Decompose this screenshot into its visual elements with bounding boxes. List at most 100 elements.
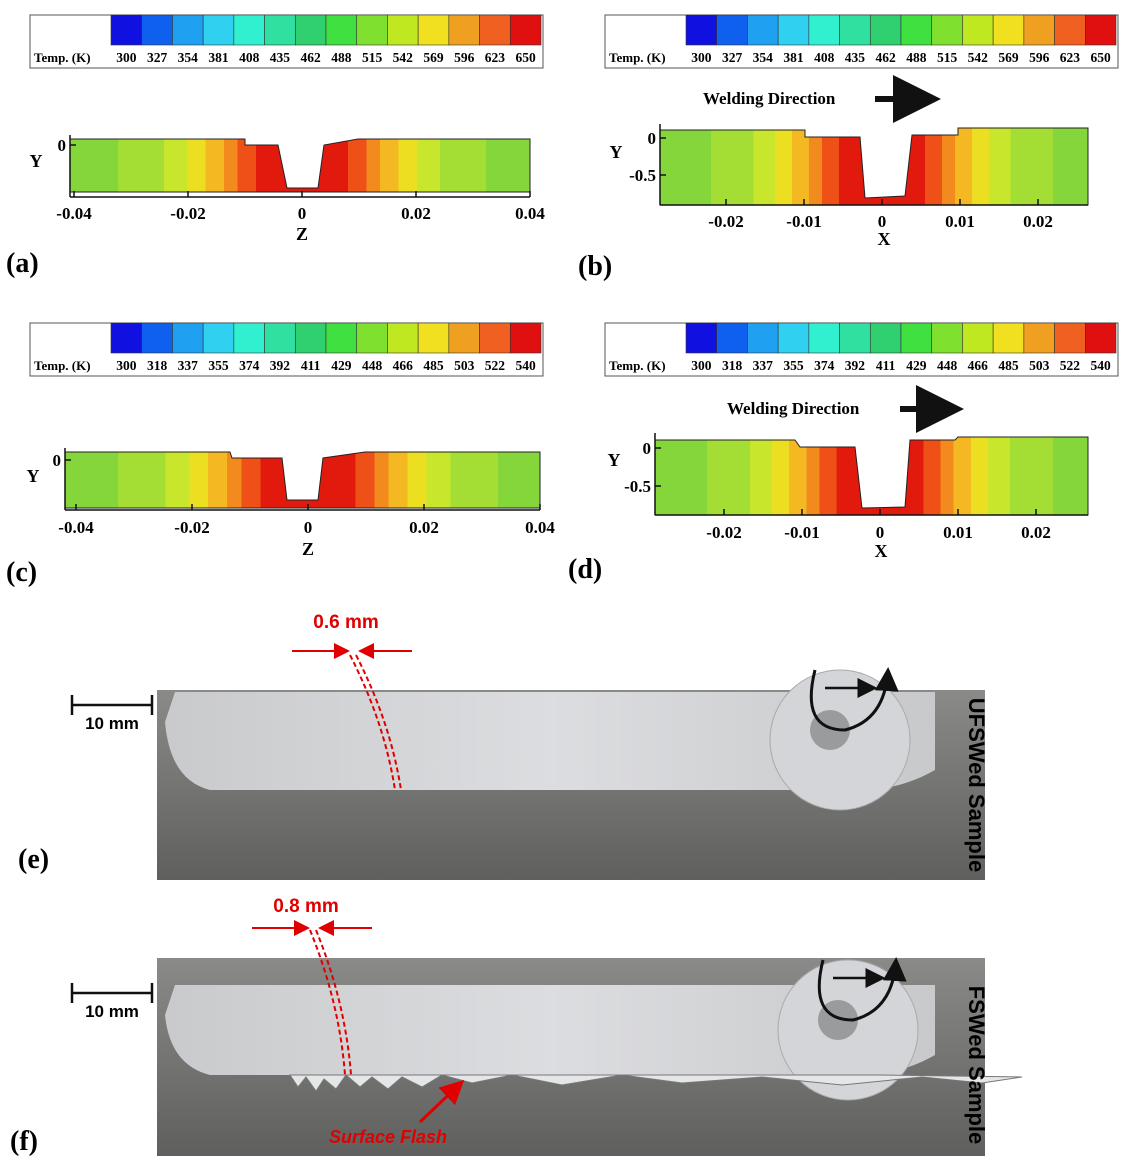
legend-tick-label: 448 (362, 358, 383, 373)
legend-tick-label: 408 (239, 50, 260, 65)
legend-tick-label: 411 (876, 358, 896, 373)
x-tick-label: 0.01 (943, 523, 973, 542)
x-tick-label: 0.02 (409, 518, 439, 537)
legend-tick-label: 355 (208, 358, 229, 373)
color-swatch (839, 322, 871, 354)
color-swatch (141, 322, 173, 354)
legend-tick-label: 435 (845, 50, 866, 65)
legend-tick-label: 485 (423, 358, 444, 373)
legend-tick-label: 569 (423, 50, 444, 65)
x-tick-label: 0 (298, 204, 307, 223)
color-swatch (992, 14, 1025, 46)
color-swatch (325, 322, 358, 354)
color-swatch (417, 14, 450, 46)
panel-label: (d) (568, 554, 602, 585)
color-swatch (1023, 322, 1055, 354)
annotation: Welding Direction (703, 89, 836, 108)
x-tick-label: -0.02 (706, 523, 741, 542)
legend-title: Temp. (K) (34, 50, 91, 65)
legend-tick-label: 522 (485, 358, 506, 373)
color-swatch (202, 322, 235, 354)
legend-tick-label: 318 (147, 358, 168, 373)
flash-arrow (418, 1079, 465, 1124)
temperature-contour (654, 436, 1089, 516)
rotation-arrow (817, 957, 907, 1022)
legend-tick-label: 542 (393, 50, 414, 65)
legend-tick-label: 448 (937, 358, 958, 373)
welded-plate (165, 985, 935, 1075)
legend-tick-label: 300 (691, 358, 712, 373)
legend-title: Temp. (K) (609, 358, 666, 373)
color-swatch (509, 322, 542, 354)
color-swatch (869, 322, 902, 354)
color-swatch (110, 322, 143, 354)
legend-tick-label: 337 (753, 358, 774, 373)
y-tick-label: -0.5 (629, 166, 656, 185)
color-swatch (356, 322, 388, 354)
y-tick-label: 0 (53, 451, 62, 470)
legend-tick-label: 542 (968, 50, 989, 65)
color-swatch (992, 322, 1025, 354)
y-tick-label: 0 (58, 136, 67, 155)
color-swatch (869, 14, 902, 46)
color-swatch (839, 14, 871, 46)
color-swatch (448, 14, 480, 46)
color-swatch (294, 14, 327, 46)
temperature-contour (69, 138, 531, 193)
legend-tick-label: 300 (116, 50, 137, 65)
color-swatch (233, 14, 265, 46)
legend-tick-label: 381 (783, 50, 804, 65)
legend-tick-label: 515 (937, 50, 958, 65)
legend-tick-label: 540 (1091, 358, 1112, 373)
color-swatch (1084, 14, 1117, 46)
welded-plate (165, 692, 935, 790)
legend-title: Temp. (K) (34, 358, 91, 373)
interface-line (355, 654, 402, 791)
x-tick-label: 0.04 (515, 204, 545, 223)
color-swatch (900, 322, 933, 354)
legend-tick-label: 408 (814, 50, 835, 65)
x-tick-label: 0.02 (1021, 523, 1051, 542)
color-swatch (716, 322, 748, 354)
legend-tick-label: 596 (454, 50, 475, 65)
x-tick-label: -0.02 (708, 212, 743, 231)
color-swatch (685, 322, 718, 354)
color-swatch (716, 14, 748, 46)
color-swatch (479, 322, 511, 354)
legend-tick-label: 623 (1060, 50, 1081, 65)
legend-tick-label: 488 (331, 50, 352, 65)
scale-bar-label: 10 mm (85, 714, 139, 733)
color-swatch (1054, 322, 1086, 354)
legend-tick-label: 435 (270, 50, 291, 65)
x-axis-label: X (878, 229, 891, 249)
color-swatch (931, 14, 963, 46)
interface-line (349, 654, 396, 791)
color-swatch (1023, 14, 1055, 46)
x-tick-label: 0.02 (401, 204, 431, 223)
y-tick-label: -0.5 (624, 477, 651, 496)
temperature-contour (64, 451, 541, 509)
legend-tick-label: 650 (1091, 50, 1112, 65)
color-swatch (1084, 322, 1117, 354)
legend-tick-label: 429 (331, 358, 352, 373)
color-swatch (900, 14, 933, 46)
x-tick-label: -0.01 (786, 212, 821, 231)
panel-label: (b) (578, 251, 612, 282)
color-swatch (448, 322, 480, 354)
scale-bar-label: 10 mm (85, 1002, 139, 1021)
y-axis-label: Y (30, 151, 43, 171)
temperature-contour (659, 127, 1089, 206)
color-swatch (747, 14, 779, 46)
color-swatch (141, 14, 173, 46)
gap-label: 0.6 mm (313, 612, 378, 633)
rotation-arrow (809, 667, 899, 732)
color-swatch (685, 14, 718, 46)
y-axis-label: Y (608, 450, 621, 470)
legend-tick-label: 522 (1060, 358, 1081, 373)
color-swatch (931, 322, 963, 354)
legend-tick-label: 337 (178, 358, 199, 373)
color-swatch (962, 14, 994, 46)
x-tick-label: 0 (304, 518, 313, 537)
gap-label: 0.8 mm (273, 896, 338, 917)
legend-tick-label: 466 (968, 358, 989, 373)
